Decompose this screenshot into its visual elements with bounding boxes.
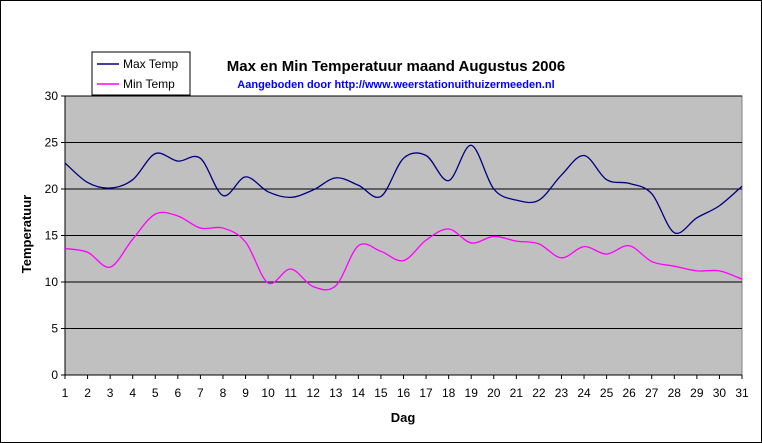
x-tick-label: 30: [713, 386, 727, 400]
x-tick-label: 21: [510, 386, 524, 400]
x-tick-label: 27: [645, 386, 659, 400]
y-tick-label: 30: [45, 89, 59, 103]
x-tick-label: 20: [487, 386, 501, 400]
x-tick-label: 15: [374, 386, 388, 400]
x-tick-label: 12: [307, 386, 321, 400]
x-tick-label: 23: [555, 386, 569, 400]
gridlines: [65, 95, 742, 329]
x-tick-label: 5: [152, 386, 159, 400]
chart-subtitle: Aangeboden door http://www.weerstationui…: [237, 79, 554, 91]
x-tick-label: 31: [735, 386, 749, 400]
y-tick-label: 5: [51, 322, 58, 336]
x-axis-label: Dag: [391, 410, 416, 425]
y-tick-label: 10: [45, 275, 59, 289]
series-line-max-temp: [64, 144, 743, 235]
series-line-min-temp: [64, 211, 743, 291]
legend-label-max-temp: Max Temp: [123, 57, 178, 71]
legend: Max Temp Min Temp: [91, 51, 191, 96]
x-tick-label: 17: [419, 386, 433, 400]
y-tick-label: 15: [45, 229, 59, 243]
legend-box: [91, 51, 191, 96]
x-tick-label: 28: [668, 386, 682, 400]
x-tick-label: 29: [690, 386, 704, 400]
series-lines: [64, 144, 743, 291]
x-tick-label: 8: [220, 386, 227, 400]
x-tick-label: 24: [577, 386, 591, 400]
x-tick-label: 14: [352, 386, 366, 400]
x-tick-label: 22: [532, 386, 546, 400]
x-tick-label: 19: [465, 386, 479, 400]
x-tick-label: 1: [62, 386, 69, 400]
y-tick-label: 20: [45, 182, 59, 196]
x-tick-label: 2: [84, 386, 91, 400]
y-tick-label: 25: [45, 136, 59, 150]
legend-label-min-temp: Min Temp: [123, 77, 175, 91]
y-axis-label: Temperatuur: [19, 195, 34, 274]
x-tick-label: 16: [397, 386, 411, 400]
x-tick-label: 9: [242, 386, 249, 400]
x-tick-label: 10: [261, 386, 275, 400]
x-tick-label: 3: [107, 386, 114, 400]
x-tick-label: 6: [174, 386, 181, 400]
x-tick-label: 18: [442, 386, 456, 400]
chart-title: Max en Min Temperatuur maand Augustus 20…: [227, 58, 565, 75]
y-tick-label: 0: [51, 368, 58, 382]
x-tick-label: 7: [197, 386, 204, 400]
x-tick-label: 26: [622, 386, 636, 400]
x-tick-label: 4: [129, 386, 136, 400]
x-tick-label: 13: [329, 386, 343, 400]
x-tick-label: 11: [284, 386, 297, 400]
x-tick-label: 25: [600, 386, 614, 400]
